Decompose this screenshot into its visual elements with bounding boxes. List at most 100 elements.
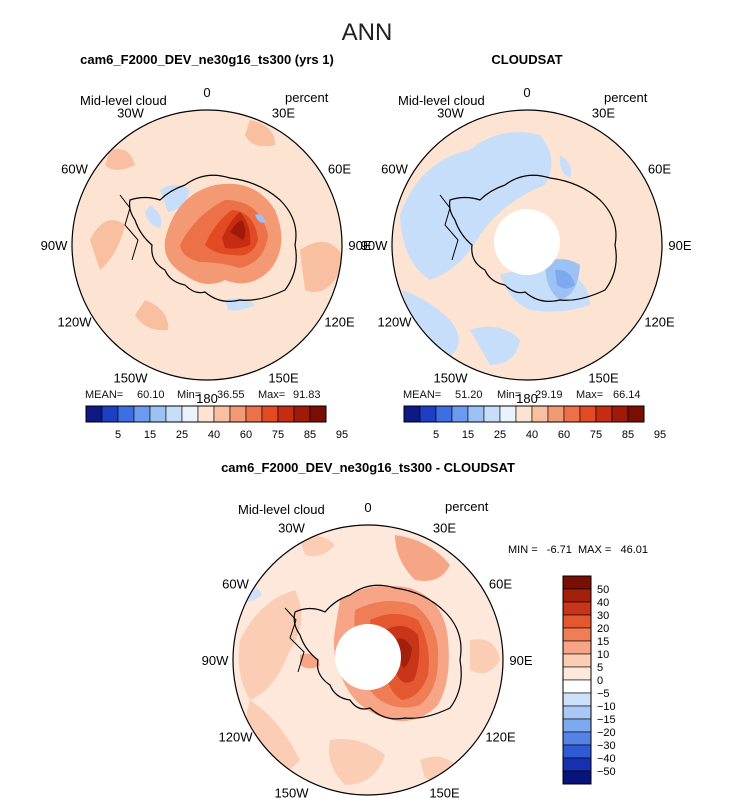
colorbar-swatch (562, 666, 592, 681)
colorbar-swatch (467, 405, 485, 423)
panel-diff-map (233, 525, 503, 795)
colorbar-swatch (197, 405, 215, 423)
longitude-label: 30W (278, 521, 305, 536)
longitude-label: 120E (644, 315, 675, 330)
panel-obs-max-label: Max= (576, 389, 603, 401)
panel-obs-variable-label: Mid-level cloud (398, 93, 485, 108)
longitude-label: 120E (485, 730, 516, 745)
panel-diff-units-label: percent (445, 499, 489, 514)
longitude-label: 30W (437, 106, 464, 121)
panel-obs-title: CLOUDSAT (491, 52, 562, 67)
panel-model-units-label: percent (285, 90, 329, 105)
colorbar-tick-label: 40 (597, 597, 609, 609)
colorbar-swatch (149, 405, 167, 423)
longitude-label: 90E (668, 238, 691, 253)
colorbar-swatch (562, 627, 592, 642)
colorbar-swatch (627, 405, 645, 423)
colorbar-tick-label: −50 (597, 766, 616, 778)
panel-model-max-label: Max= (258, 389, 285, 401)
colorbar-swatch (562, 744, 592, 759)
longitude-label: 0 (523, 85, 530, 100)
colorbar-tick-label: 10 (597, 649, 609, 661)
panel-diff-minmax: MIN = -6.71 MAX = 46.01 (508, 544, 648, 556)
panel-obs: CLOUDSAT Mid-level cloud percent 0 30E 60E… (361, 52, 692, 441)
panel-obs-mean-label: MEAN= (403, 389, 441, 401)
panel-model-min-label: Min= (177, 389, 201, 401)
colorbar-swatch (562, 575, 592, 590)
colorbar-swatch (562, 757, 592, 772)
colorbar-tick-label: 5 (115, 429, 121, 441)
panel-model-map (72, 110, 342, 380)
panel-model-min-value: 36.55 (217, 389, 245, 401)
panel-obs-max-value: 66.14 (613, 389, 641, 401)
figure-title: ANN (342, 19, 393, 46)
colorbar-tick-label: 75 (590, 429, 602, 441)
colorbar-tick-label: 85 (304, 429, 316, 441)
panel-diff-title: cam6_F2000_DEV_ne30g16_ts300 - CLOUDSAT (221, 460, 515, 475)
longitude-label: 150E (429, 786, 460, 799)
panel-obs-map (392, 110, 662, 380)
colorbar-tick-label: 15 (597, 636, 609, 648)
colorbar-swatch (562, 601, 592, 616)
panel-obs-units-label: percent (604, 90, 648, 105)
colorbar-tick-label: 75 (272, 429, 284, 441)
panel-obs-coastline (448, 174, 617, 302)
panel-obs-min-value: 29.19 (535, 389, 563, 401)
colorbar-swatch (499, 405, 517, 423)
colorbar-tick-label: −10 (597, 701, 616, 713)
panel-model-longitude-labels: 0 30E 60E 90E 120E 150E 180 150W 120W 90W 60W 30W (41, 85, 372, 406)
colorbar-tick-label: 50 (597, 584, 609, 596)
colorbar-swatch (562, 770, 592, 785)
colorbar-swatch (403, 405, 421, 423)
longitude-label: 180 (196, 391, 218, 406)
colorbar-swatch (483, 405, 501, 423)
colorbar-tick-label: −15 (597, 714, 616, 726)
colorbar-tick-label: −5 (597, 688, 610, 700)
longitude-label: 150W (434, 371, 469, 386)
panel-obs-mean-value: 51.20 (455, 389, 483, 401)
colorbar-swatch (85, 405, 103, 423)
longitude-label: 60E (648, 162, 671, 177)
colorbar-tick-label: 20 (597, 623, 609, 635)
panel-model-max-value: 91.83 (293, 389, 321, 401)
colorbar-tick-label: 95 (654, 429, 666, 441)
colorbar-swatch (531, 405, 549, 423)
longitude-label: 150E (268, 371, 299, 386)
colorbar-swatch (277, 405, 295, 423)
colorbar-tick-label: −20 (597, 727, 616, 739)
longitude-label: 60W (222, 577, 249, 592)
colorbar-swatch (562, 705, 592, 720)
colorbar-tick-label: 60 (240, 429, 252, 441)
panel-model-variable-label: Mid-level cloud (80, 93, 167, 108)
panel-obs-colorbar: 5 15 25 40 60 75 85 95 (403, 405, 666, 441)
longitude-label: 60E (489, 577, 512, 592)
colorbar-swatch (165, 405, 183, 423)
longitude-label: 30E (433, 521, 456, 536)
colorbar-tick-label: −30 (597, 740, 616, 752)
colorbar-swatch (579, 405, 597, 423)
colorbar-swatch (562, 614, 592, 629)
panel-obs-longitude-labels: 0 30E 60E 90E 120E 150E 180 150W 120W 90W 60W 30W (361, 85, 692, 406)
colorbar-swatch (515, 405, 533, 423)
panel-model-title: cam6_F2000_DEV_ne30g16_ts300 (yrs 1) (80, 52, 334, 67)
longitude-label: 0 (364, 500, 371, 515)
longitude-label: 120W (378, 315, 413, 330)
colorbar-swatch (229, 405, 247, 423)
colorbar-tick-label: 40 (208, 429, 220, 441)
colorbar-swatch (595, 405, 613, 423)
panel-obs-pole-hole (494, 209, 560, 275)
colorbar-swatch (611, 405, 629, 423)
panel-model-stats: MEAN= 60.10 Min= 36.55 Max= 91.83 (85, 389, 321, 401)
panel-diff-coastline (293, 584, 462, 720)
colorbar-swatch (563, 405, 581, 423)
colorbar-swatch (117, 405, 135, 423)
colorbar-swatch (133, 405, 151, 423)
colorbar-tick-label: 0 (597, 675, 603, 687)
longitude-label: 60W (61, 162, 88, 177)
colorbar-swatch (562, 679, 592, 694)
longitude-label: 90W (361, 238, 388, 253)
colorbar-swatch (562, 588, 592, 603)
longitude-label: 180 (516, 391, 538, 406)
